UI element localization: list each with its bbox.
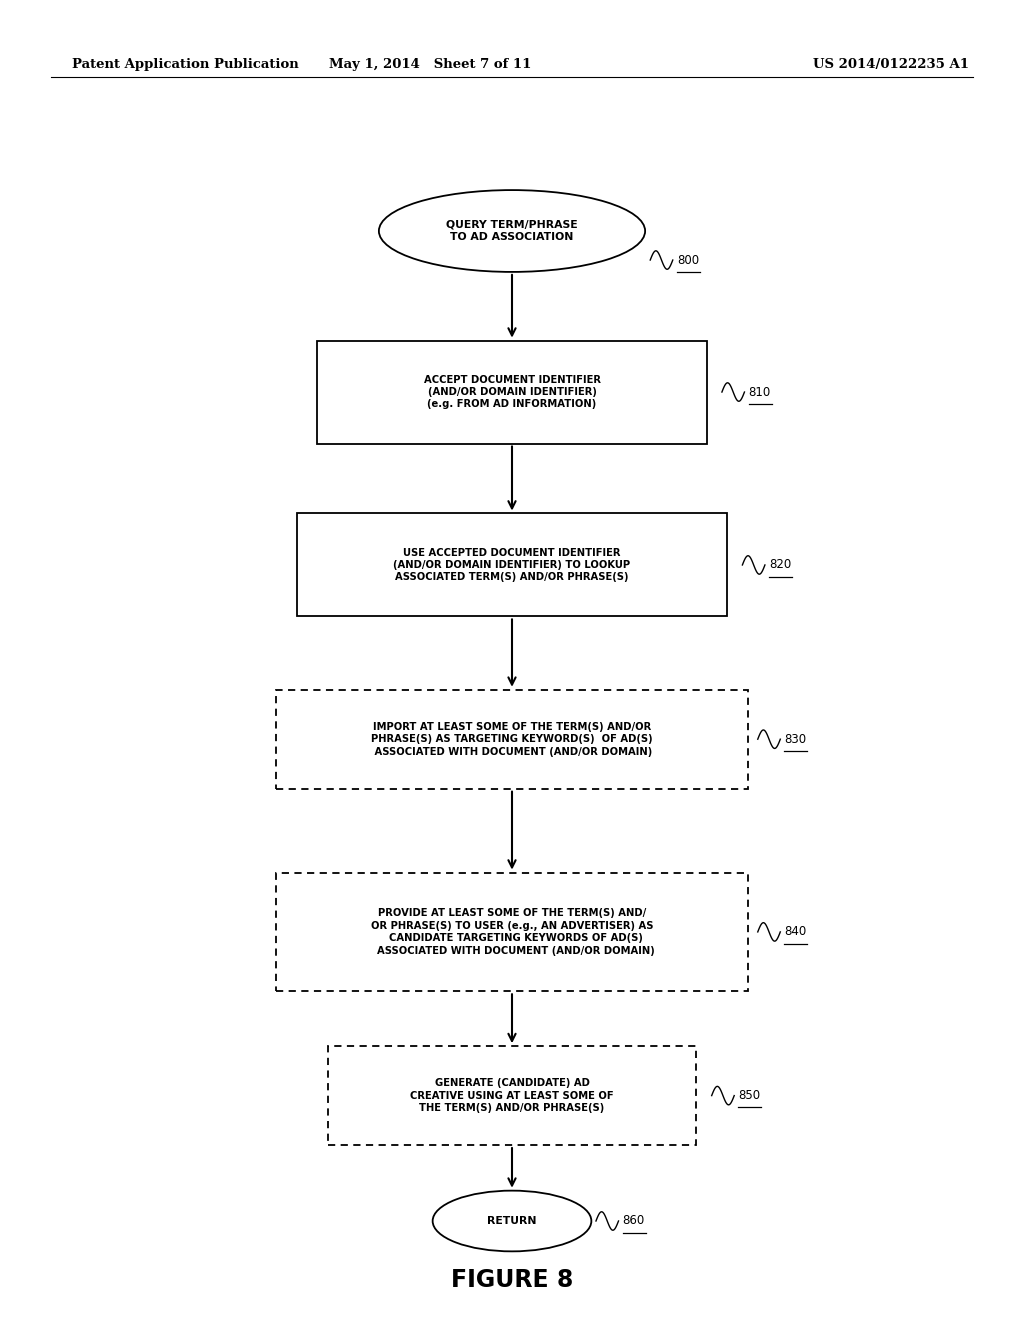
- Text: 850: 850: [738, 1089, 761, 1102]
- Ellipse shape: [379, 190, 645, 272]
- Text: 860: 860: [623, 1214, 645, 1228]
- Ellipse shape: [432, 1191, 592, 1251]
- FancyBboxPatch shape: [276, 873, 748, 991]
- Text: RETURN: RETURN: [487, 1216, 537, 1226]
- Text: IMPORT AT LEAST SOME OF THE TERM(S) AND/OR
PHRASE(S) AS TARGETING KEYWORD(S)  OF: IMPORT AT LEAST SOME OF THE TERM(S) AND/…: [371, 722, 653, 756]
- Text: 830: 830: [784, 733, 807, 746]
- Text: 840: 840: [784, 925, 807, 939]
- Text: FIGURE 8: FIGURE 8: [451, 1269, 573, 1292]
- FancyBboxPatch shape: [317, 341, 707, 444]
- FancyBboxPatch shape: [297, 513, 727, 616]
- FancyBboxPatch shape: [328, 1045, 696, 1144]
- Text: ACCEPT DOCUMENT IDENTIFIER
(AND/OR DOMAIN IDENTIFIER)
(e.g. FROM AD INFORMATION): ACCEPT DOCUMENT IDENTIFIER (AND/OR DOMAI…: [424, 375, 600, 409]
- Text: 800: 800: [677, 253, 699, 267]
- Text: 810: 810: [749, 385, 771, 399]
- Text: US 2014/0122235 A1: US 2014/0122235 A1: [813, 58, 969, 71]
- Text: Patent Application Publication: Patent Application Publication: [72, 58, 298, 71]
- Text: QUERY TERM/PHRASE
TO AD ASSOCIATION: QUERY TERM/PHRASE TO AD ASSOCIATION: [446, 220, 578, 242]
- Text: USE ACCEPTED DOCUMENT IDENTIFIER
(AND/OR DOMAIN IDENTIFIER) TO LOOKUP
ASSOCIATED: USE ACCEPTED DOCUMENT IDENTIFIER (AND/OR…: [393, 548, 631, 582]
- FancyBboxPatch shape: [276, 689, 748, 788]
- Text: PROVIDE AT LEAST SOME OF THE TERM(S) AND/
OR PHRASE(S) TO USER (e.g., AN ADVERTI: PROVIDE AT LEAST SOME OF THE TERM(S) AND…: [370, 908, 654, 956]
- Text: GENERATE (CANDIDATE) AD
CREATIVE USING AT LEAST SOME OF
THE TERM(S) AND/OR PHRAS: GENERATE (CANDIDATE) AD CREATIVE USING A…: [411, 1078, 613, 1113]
- Text: May 1, 2014   Sheet 7 of 11: May 1, 2014 Sheet 7 of 11: [329, 58, 531, 71]
- Text: 820: 820: [769, 558, 792, 572]
